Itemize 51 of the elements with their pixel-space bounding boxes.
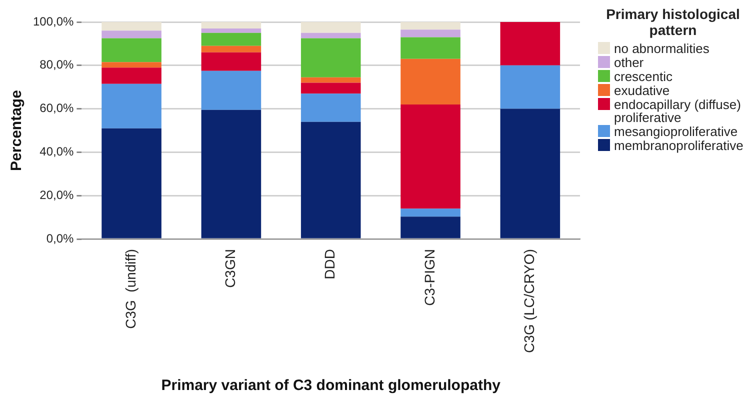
- bar: [102, 30, 162, 38]
- bar: [300, 22, 361, 33]
- bar: [102, 62, 162, 68]
- legend-label: membranoproliferative: [614, 138, 744, 153]
- bar: [201, 70, 262, 110]
- legend-label: exudative: [614, 83, 670, 98]
- bar: [201, 28, 262, 33]
- y-tick-label: 100,0%: [32, 14, 74, 28]
- bar: [400, 30, 460, 38]
- bar: [400, 104, 460, 209]
- bar: [400, 216, 460, 238]
- bar: [201, 110, 262, 238]
- bar: [300, 32, 361, 38]
- bar: [300, 38, 361, 78]
- x-axis-title: Primary variant of C3 dominant glomerulopathy: [161, 377, 502, 394]
- bar: [300, 94, 361, 122]
- bar: [300, 82, 361, 94]
- bar: [102, 22, 162, 31]
- bar: [201, 22, 262, 29]
- y-tick-label: 60,0%: [40, 101, 74, 116]
- bar: [102, 128, 162, 238]
- legend-label: other: [614, 55, 644, 70]
- bar: [300, 77, 361, 83]
- y-tick-label: 20,0%: [40, 188, 74, 202]
- legend-label: no abnormalities: [614, 41, 710, 56]
- bar: [102, 38, 162, 62]
- bar: [102, 68, 162, 84]
- bar: [400, 22, 460, 30]
- y-axis-title: Percentage: [8, 90, 26, 171]
- bar: [300, 122, 361, 238]
- x-tick-label: C3G (undiff): [122, 249, 138, 329]
- bar: [201, 32, 262, 46]
- x-tick-label: DDD: [322, 249, 338, 280]
- bar: [201, 46, 262, 52]
- y-tick-label: 40,0%: [40, 144, 74, 159]
- legend-label: crescentic: [614, 69, 673, 84]
- y-tick-label: 0,0%: [46, 231, 74, 246]
- bar: [500, 22, 560, 66]
- bar: [500, 108, 560, 238]
- y-tick-label: 80,0%: [40, 58, 74, 72]
- bar: [201, 52, 262, 71]
- bar: [400, 208, 460, 217]
- legend-title: Primary histological pattern: [605, 6, 741, 38]
- x-tick-label: C3GN: [222, 249, 238, 288]
- bar: [102, 84, 162, 128]
- legend-label: mesangioproliferative: [614, 124, 738, 139]
- bar: [400, 58, 460, 104]
- bar: [400, 37, 460, 59]
- x-tick-label: C3-PIGN: [421, 249, 438, 306]
- bar: [500, 65, 560, 109]
- x-tick-label: C3G (LC/CRYO): [521, 249, 538, 354]
